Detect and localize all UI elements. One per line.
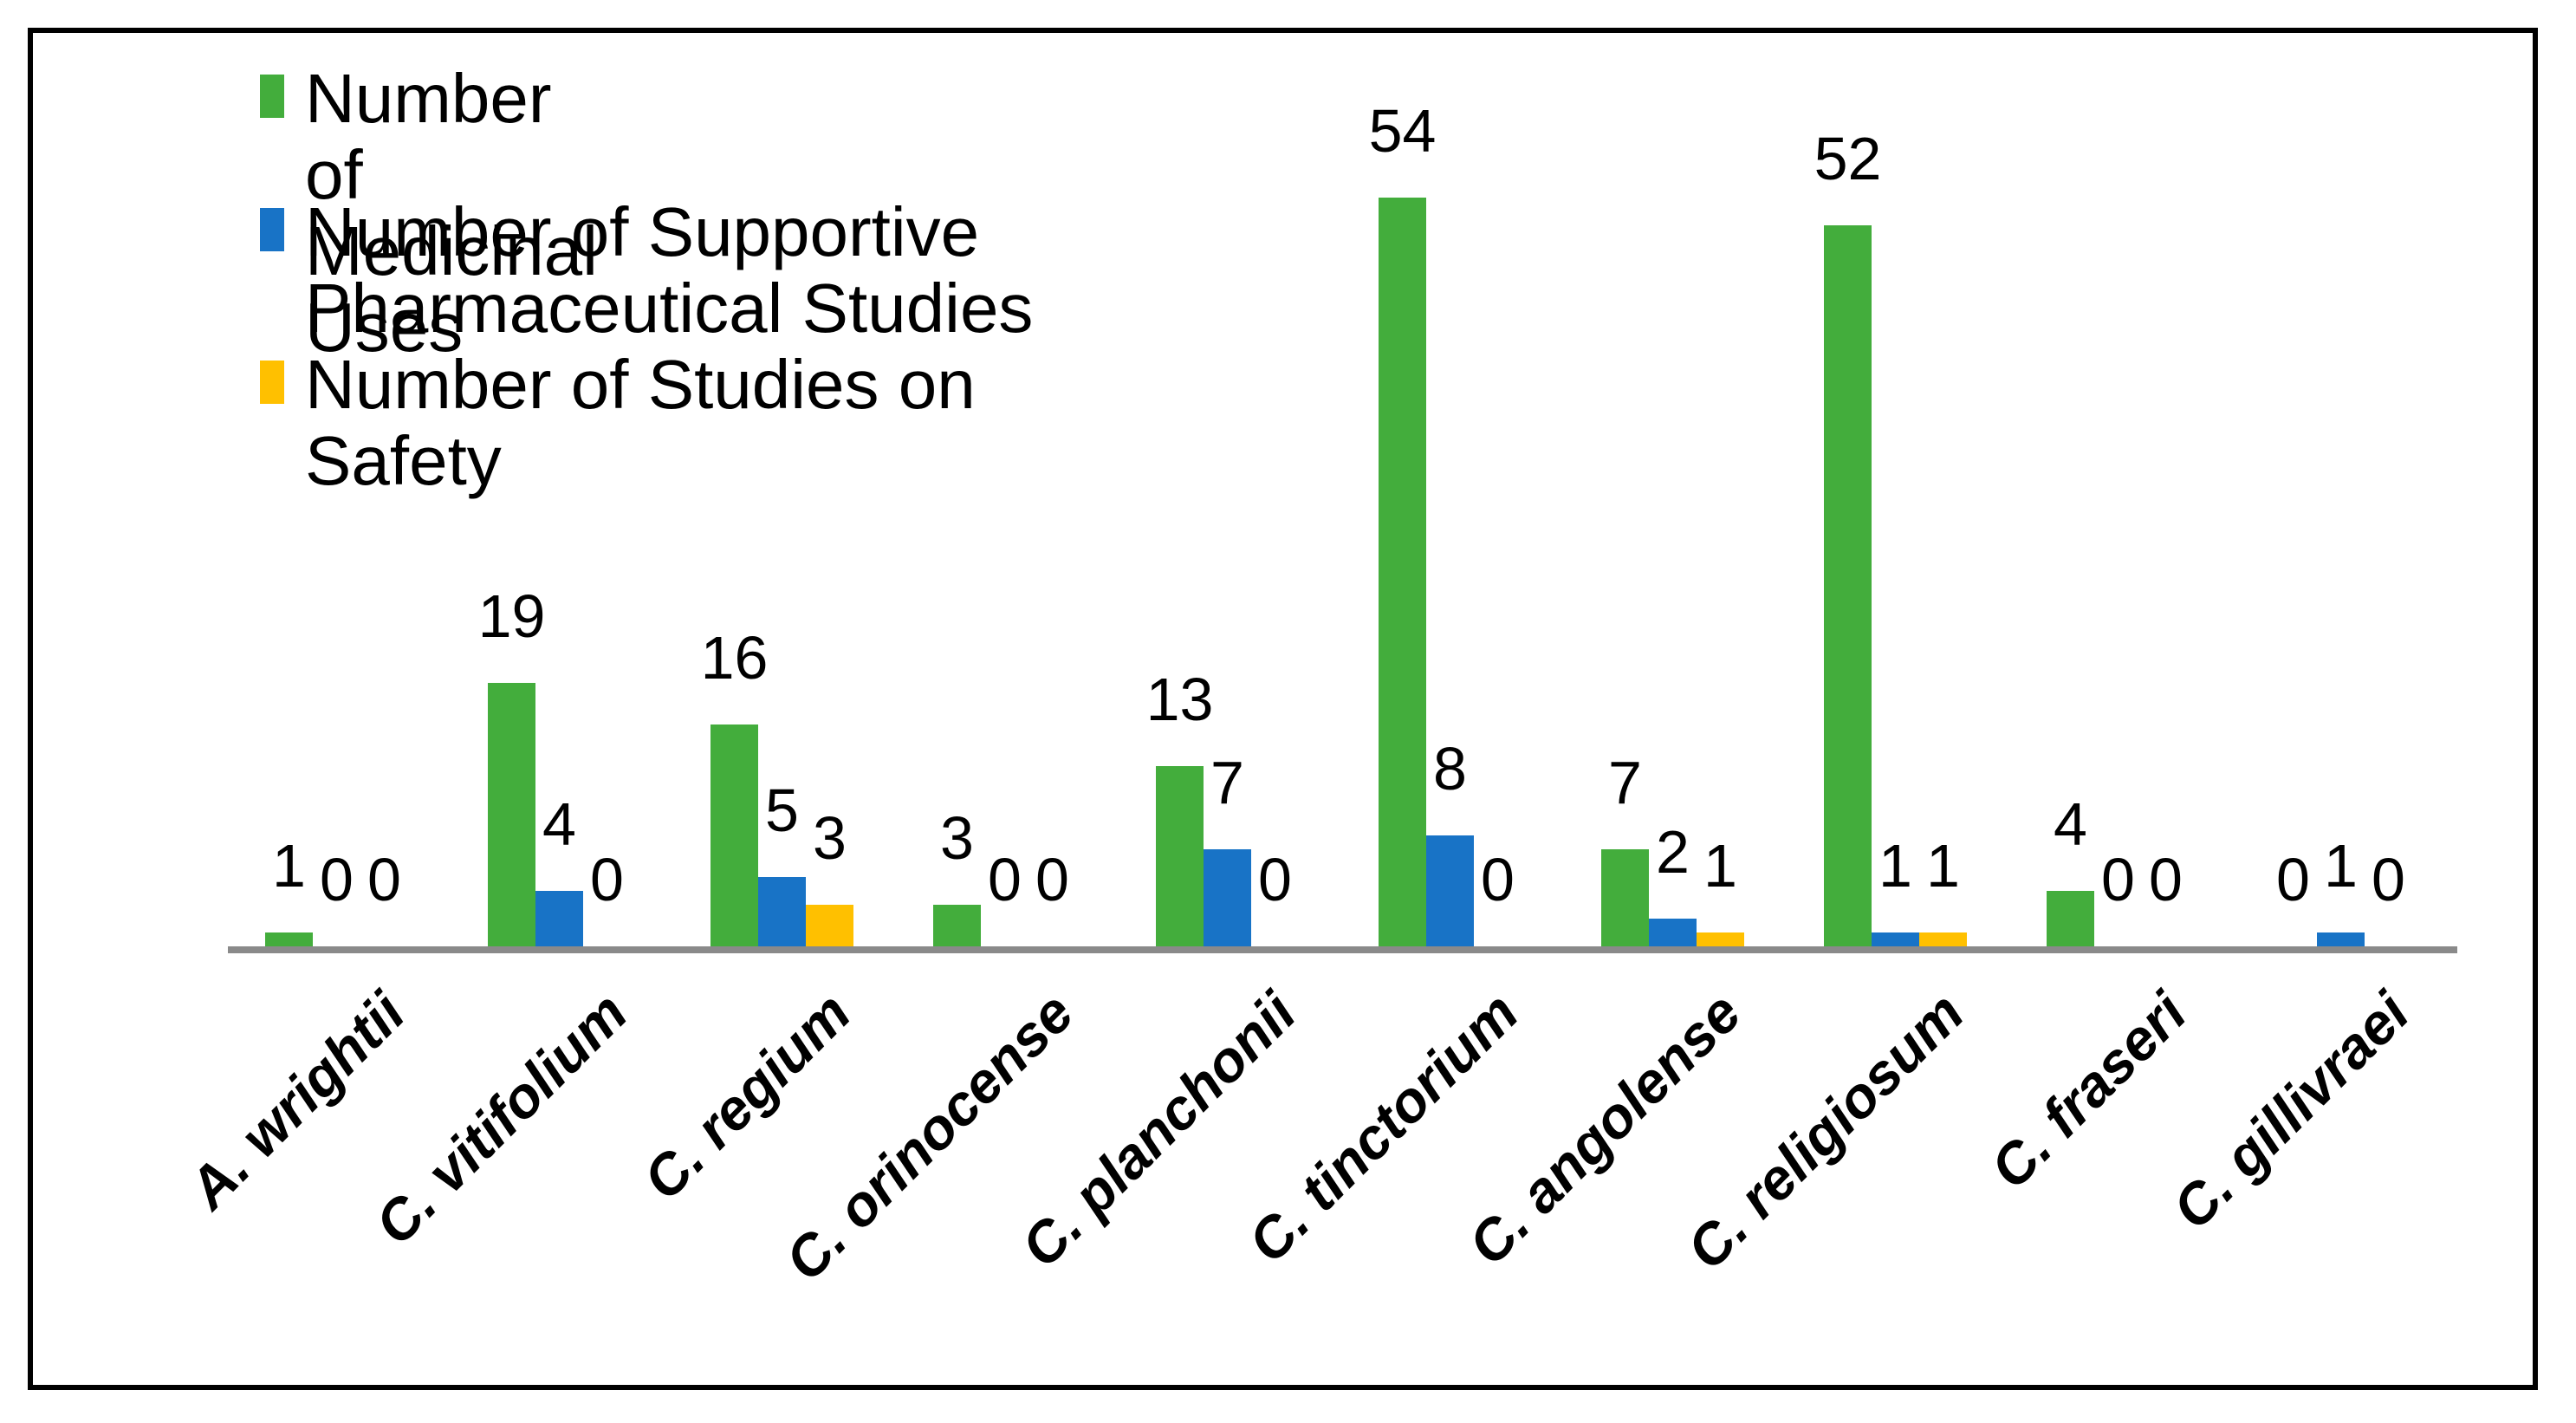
bar-label-series0-cat3: 3 <box>940 804 974 872</box>
bar-label-series2-cat5: 0 <box>1481 846 1515 913</box>
bar-series0-cat3 <box>933 905 981 946</box>
legend-label-safety-studies: Number of Studies on Safety <box>305 346 976 499</box>
bar-series0-cat2 <box>711 724 758 946</box>
bar-label-series0-cat5: 54 <box>1368 97 1437 165</box>
bar-label-series0-cat4: 13 <box>1145 666 1214 733</box>
bar-label-series2-cat4: 0 <box>1258 846 1292 913</box>
bar-series0-cat8 <box>2047 891 2094 946</box>
bar-label-series2-cat2: 3 <box>813 804 847 872</box>
bar-label-series1-cat3: 0 <box>988 846 1022 913</box>
bar-label-series0-cat8: 4 <box>2054 790 2087 858</box>
bar-label-series2-cat7: 1 <box>1926 832 1960 900</box>
bar-series2-cat2 <box>806 905 853 946</box>
bar-label-series0-cat2: 16 <box>700 624 769 692</box>
bar-series0-cat0 <box>265 932 313 946</box>
bar-series0-cat5 <box>1379 198 1426 946</box>
bar-series1-cat7 <box>1872 932 1919 946</box>
bar-label-series2-cat3: 0 <box>1035 846 1069 913</box>
bar-series1-cat4 <box>1204 849 1251 946</box>
bar-label-series2-cat0: 0 <box>367 846 401 913</box>
bar-label-series1-cat7: 1 <box>1878 832 1912 900</box>
bar-label-series2-cat9: 0 <box>2372 846 2405 913</box>
bar-label-series1-cat2: 5 <box>765 776 799 844</box>
legend-label-medicinal-uses: Number of Medicinal Uses <box>305 60 598 366</box>
legend-swatch-supportive-studies <box>260 208 284 251</box>
bar-label-series0-cat6: 7 <box>1608 749 1642 816</box>
bar-series2-cat7 <box>1919 932 1967 946</box>
bar-label-series1-cat8: 0 <box>2101 846 2135 913</box>
bar-label-series2-cat6: 1 <box>1703 832 1737 900</box>
bar-label-series1-cat0: 0 <box>320 846 354 913</box>
bar-series1-cat6 <box>1649 919 1697 946</box>
bar-series1-cat1 <box>535 891 583 946</box>
bar-label-series1-cat9: 1 <box>2324 832 2358 900</box>
figure-border <box>28 28 2538 1390</box>
bar-series1-cat9 <box>2317 932 2365 946</box>
legend-swatch-safety-studies <box>260 361 284 404</box>
bar-series0-cat1 <box>488 683 535 946</box>
bar-label-series0-cat1: 19 <box>477 582 546 650</box>
bar-series0-cat7 <box>1824 225 1872 946</box>
legend-label-supportive-studies: Number of Supportive Pharmaceutical Stud… <box>305 193 1034 347</box>
bar-series1-cat2 <box>758 877 806 946</box>
x-axis-line <box>228 946 2457 953</box>
bar-label-series1-cat1: 4 <box>542 790 576 858</box>
bar-series0-cat6 <box>1601 849 1649 946</box>
legend-item-medicinal-uses: Number of Medicinal Uses <box>260 61 598 366</box>
bar-label-series2-cat8: 0 <box>2149 846 2183 913</box>
bar-label-series1-cat6: 2 <box>1656 818 1690 886</box>
bar-label-series2-cat1: 0 <box>590 846 624 913</box>
bar-label-series1-cat5: 8 <box>1433 735 1467 802</box>
bar-series0-cat4 <box>1156 766 1204 946</box>
bar-label-series0-cat0: 1 <box>272 832 306 900</box>
bar-series1-cat5 <box>1426 835 1474 946</box>
legend-swatch-medicinal-uses <box>260 75 284 118</box>
legend-item-safety-studies: Number of Studies on Safety <box>260 347 1111 499</box>
bar-label-series0-cat9: 0 <box>2276 846 2310 913</box>
legend-item-supportive-studies: Number of Supportive Pharmaceutical Stud… <box>260 194 1111 347</box>
bar-label-series0-cat7: 52 <box>1814 125 1882 192</box>
bar-label-series1-cat4: 7 <box>1210 749 1244 816</box>
bar-series2-cat6 <box>1697 932 1744 946</box>
